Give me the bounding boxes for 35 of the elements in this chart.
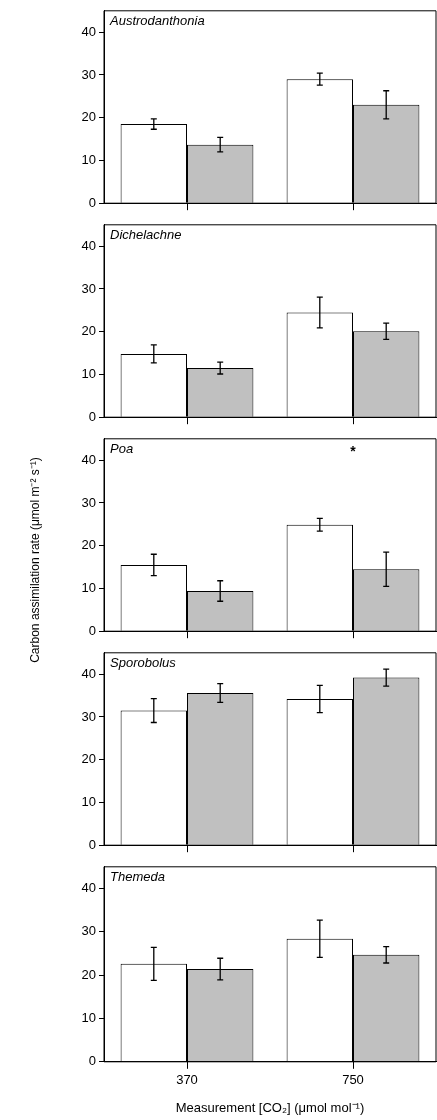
y-tick-label: 0 bbox=[88, 408, 96, 424]
annotation: * bbox=[350, 442, 357, 459]
y-tick-label: 20 bbox=[81, 751, 96, 767]
chart-title: Poa bbox=[110, 440, 134, 456]
y-tick-label: 0 bbox=[88, 1053, 96, 1069]
y-tick-label: 40 bbox=[81, 237, 96, 253]
y-tick-label: 30 bbox=[81, 280, 96, 296]
y-tick-label: 20 bbox=[81, 537, 96, 553]
y-tick-label: 30 bbox=[81, 66, 96, 82]
y-tick-label: 10 bbox=[81, 366, 96, 382]
y-tick-label: 40 bbox=[81, 23, 96, 39]
chart-title: Themeda bbox=[110, 868, 165, 884]
y-tick-label: 20 bbox=[81, 109, 96, 125]
y-tick-label: 10 bbox=[81, 152, 96, 168]
y-tick-label: 30 bbox=[81, 708, 96, 724]
y-tick-label: 20 bbox=[81, 966, 96, 982]
chart-title: Austrodanthonia bbox=[109, 12, 205, 28]
y-tick-label: 40 bbox=[81, 665, 96, 681]
y-tick-label: 40 bbox=[81, 451, 96, 467]
y-axis-title: Carbon assimilation rate (μmol m⁻² s⁻¹) bbox=[26, 457, 43, 663]
chart-title: Sporobolus bbox=[110, 654, 177, 670]
y-tick-label: 0 bbox=[88, 622, 96, 638]
y-tick-label: 10 bbox=[81, 580, 96, 596]
y-tick-label: 30 bbox=[81, 494, 96, 510]
x-tick-label: 370 bbox=[176, 1072, 198, 1088]
x-axis-title: Measurement [CO₂] (μmol mol⁻¹) bbox=[175, 1099, 365, 1115]
y-tick-label: 10 bbox=[81, 794, 96, 810]
chart-title: Dichelachne bbox=[110, 226, 182, 242]
y-tick-label: 30 bbox=[81, 923, 96, 939]
y-tick-label: 0 bbox=[88, 194, 96, 210]
x-tick-label: 750 bbox=[342, 1072, 364, 1088]
y-tick-label: 0 bbox=[88, 836, 96, 852]
y-tick-label: 20 bbox=[81, 323, 96, 339]
y-tick-label: 40 bbox=[81, 880, 96, 896]
y-tick-label: 10 bbox=[81, 1010, 96, 1026]
